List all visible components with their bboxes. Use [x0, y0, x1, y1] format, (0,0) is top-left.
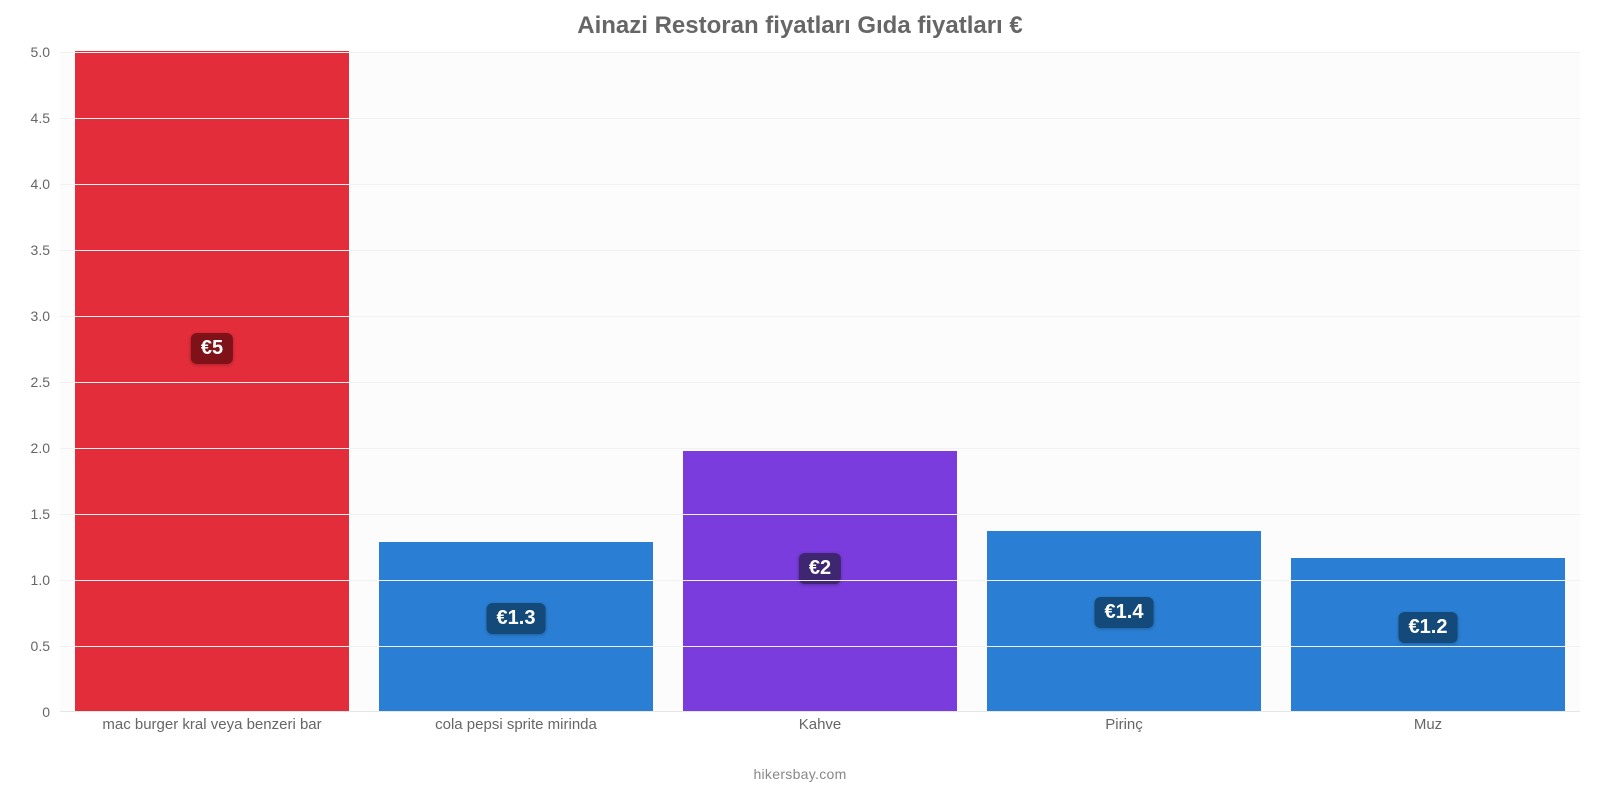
gridline: [60, 448, 1580, 449]
y-tick-label: 5.0: [31, 44, 60, 60]
bar: €1.3: [379, 542, 653, 711]
x-axis-labels: mac burger kral veya benzeri bar cola pep…: [60, 716, 1580, 746]
price-chart: Ainazi Restoran fiyatları Gıda fiyatları…: [0, 0, 1600, 800]
x-tick-label: Kahve: [799, 716, 842, 733]
value-badge: €1.4: [1095, 597, 1154, 628]
bar: €1.4: [987, 531, 1261, 711]
gridline: [60, 184, 1580, 185]
x-tick-label: Pirinç: [1105, 716, 1143, 733]
x-tick-label: mac burger kral veya benzeri bar: [102, 716, 321, 733]
y-tick-label: 1.0: [31, 572, 60, 588]
x-tick-label: Muz: [1414, 716, 1442, 733]
y-tick-label: 2.5: [31, 374, 60, 390]
y-tick-label: 4.5: [31, 110, 60, 126]
y-tick-label: 3.5: [31, 242, 60, 258]
y-tick-label: 1.5: [31, 506, 60, 522]
y-tick-label: 0.5: [31, 638, 60, 654]
gridline: [60, 118, 1580, 119]
x-tick-label: cola pepsi sprite mirinda: [435, 716, 597, 733]
y-tick-label: 4.0: [31, 176, 60, 192]
bar: €5: [75, 51, 349, 711]
chart-title: Ainazi Restoran fiyatları Gıda fiyatları…: [0, 12, 1600, 40]
gridline: [60, 514, 1580, 515]
value-badge: €5: [191, 333, 233, 364]
y-tick-label: 2.0: [31, 440, 60, 456]
gridline: [60, 382, 1580, 383]
gridline: [60, 580, 1580, 581]
gridline: [60, 316, 1580, 317]
plot-area: €5€1.3€2€1.4€1.2 00.51.01.52.02.53.03.54…: [60, 52, 1580, 712]
gridline: [60, 646, 1580, 647]
chart-caption: hikersbay.com: [0, 766, 1600, 782]
value-badge: €1.3: [487, 603, 546, 634]
gridline: [60, 250, 1580, 251]
value-badge: €1.2: [1399, 612, 1458, 643]
y-tick-label: 3.0: [31, 308, 60, 324]
gridline: [60, 52, 1580, 53]
y-tick-label: 0: [42, 704, 60, 720]
